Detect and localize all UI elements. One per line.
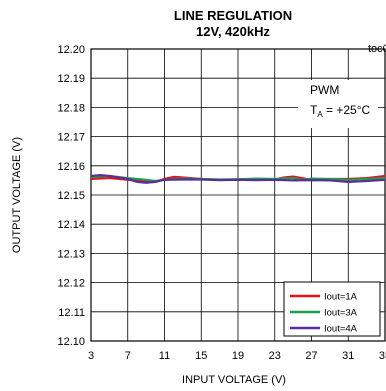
y-tick-label: 12.15 xyxy=(57,190,85,202)
legend-label-1: Iout=1A xyxy=(324,292,358,303)
y-tick-label: 12.16 xyxy=(57,161,85,173)
chart-legend: Iout=1A Iout=3A Iout=4A xyxy=(283,281,381,337)
annotation-ta-rest: = +25°C xyxy=(323,103,371,117)
plot-frame xyxy=(90,48,386,342)
y-tick-label: 12.18 xyxy=(57,102,85,114)
chart-title: LINE REGULATION xyxy=(174,8,292,23)
y-tick-label: 12.13 xyxy=(57,248,85,260)
annotation-mode: PWM xyxy=(310,83,339,97)
y-axis-label: OUTPUT VOLTAGE (V) xyxy=(11,137,23,253)
x-tick-label: 31 xyxy=(342,350,354,362)
annotation-ta-prefix: T xyxy=(310,103,318,117)
annotation-ta-sub: A xyxy=(317,110,323,119)
y-tick-label: 12.20 xyxy=(57,44,85,56)
x-axis-label: INPUT VOLTAGE (V) xyxy=(182,374,286,386)
x-tick-label: 7 xyxy=(125,350,131,362)
series-lines xyxy=(90,174,386,184)
x-tick-label: 27 xyxy=(305,350,317,362)
y-tick-label: 12.14 xyxy=(57,219,85,231)
legend-label-3: Iout=4A xyxy=(324,324,358,335)
x-tick-label: 19 xyxy=(232,350,244,362)
series-line-3 xyxy=(90,174,386,184)
chart-subtitle: 12V, 420kHz xyxy=(196,24,270,39)
annotation-background xyxy=(298,80,378,128)
x-tick-label: 11 xyxy=(159,350,170,362)
y-tick-label: 12.10 xyxy=(57,336,85,348)
x-tick-label: 15 xyxy=(195,350,207,362)
legend-label-2: Iout=3A xyxy=(324,308,358,319)
y-tick-label: 12.11 xyxy=(58,307,85,319)
x-tick-label: 3 xyxy=(88,350,94,362)
x-tick-labels: 3 7 11 15 19 23 27 31 35 xyxy=(88,350,386,362)
y-tick-label: 12.12 xyxy=(57,278,85,290)
annotation-temperature: TA = +25°C xyxy=(310,103,371,119)
x-tick-label: 23 xyxy=(269,350,281,362)
y-tick-label: 12.19 xyxy=(57,73,85,85)
y-tick-label: 12.17 xyxy=(57,132,85,144)
condition-annotation: PWM TA = +25°C xyxy=(298,80,378,128)
y-tick-labels: 12.10 12.11 12.12 12.13 12.14 12.15 12.16 12.17… xyxy=(57,44,85,348)
x-tick-label: 35 xyxy=(379,350,386,362)
